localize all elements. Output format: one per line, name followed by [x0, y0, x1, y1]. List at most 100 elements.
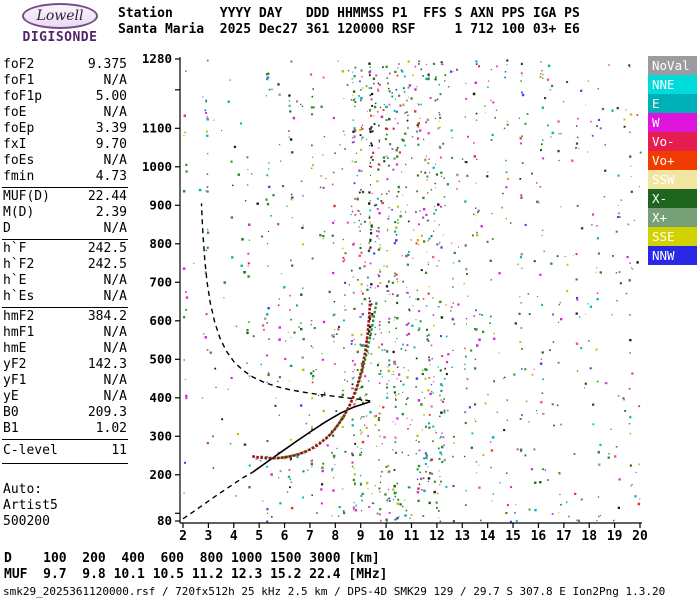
- param-label: hmE: [3, 341, 27, 356]
- x-tick-label: 18: [581, 529, 597, 544]
- param-group: C-level 11: [2, 440, 128, 464]
- param-label: h`F: [3, 241, 27, 256]
- auto-line: 500200: [3, 514, 50, 529]
- legend-item-vo: Vo+: [648, 151, 697, 170]
- parameter-panel: foF2 9.375 foF1 N/A foF1p 5.00 foE N/A foEp 3.39 f…: [2, 56, 128, 530]
- param-label: fmin: [3, 169, 35, 184]
- param-label: M(D): [3, 205, 35, 220]
- x-tick-label: 12: [429, 529, 445, 544]
- param-label: foF1: [3, 73, 35, 88]
- axes: 1280 1100 1000 900 800 700 600 500 400 300 200 80 2 3…: [142, 51, 648, 544]
- param-value: 22.44: [87, 189, 127, 204]
- param-row: foE N/A: [3, 105, 127, 121]
- param-value: 242.5: [87, 241, 127, 256]
- param-label: hmF1: [3, 325, 35, 340]
- param-row: MUF(D) 22.44: [3, 189, 127, 205]
- digisonde-logo: Lowell DIGISONDE: [8, 3, 112, 45]
- param-value: 9.375: [87, 57, 127, 72]
- param-label: h`E: [3, 273, 27, 288]
- auto-line: Auto:: [3, 482, 43, 497]
- param-group: h`F 242.5 h`F2 242.5 h`E N/A h`Es N/A: [2, 240, 128, 308]
- param-value: 3.39: [95, 121, 127, 136]
- auto-line: Artist5: [3, 498, 58, 513]
- x-tick-label: 8: [331, 529, 339, 544]
- legend-item-e: E: [648, 94, 697, 113]
- param-label: foEp: [3, 121, 35, 136]
- y-tick-label: 1280: [142, 51, 172, 66]
- param-row: hmF2 384.2: [3, 309, 127, 325]
- x-tick-label: 5: [255, 529, 263, 544]
- x-tick-label: 6: [281, 529, 289, 544]
- x-tick-label: 7: [306, 529, 314, 544]
- noise-layer: [182, 59, 642, 523]
- auto-section: Auto: Artist5 500200: [2, 482, 128, 530]
- param-value: N/A: [103, 221, 127, 236]
- x-tick-label: 3: [204, 529, 212, 544]
- param-label: MUF(D): [3, 189, 50, 204]
- param-value: 9.70: [95, 137, 127, 152]
- param-label: h`F2: [3, 257, 35, 272]
- param-group: foF2 9.375 foF1 N/A foF1p 5.00 foE N/A foEp 3.39 f…: [2, 56, 128, 188]
- logo-product-text: DIGISONDE: [22, 30, 98, 45]
- y-tick-label: 200: [149, 467, 172, 482]
- topside-profile-dashed: [200, 203, 371, 402]
- param-value: 142.3: [87, 357, 127, 372]
- profile-curves: [182, 203, 371, 520]
- param-label: C-level: [3, 443, 58, 458]
- param-row: hmF1 N/A: [3, 325, 127, 341]
- param-value: N/A: [103, 105, 127, 120]
- param-row: C-level 11: [3, 441, 127, 461]
- x-tick-label: 4: [230, 529, 238, 544]
- param-label: foF1p: [3, 89, 43, 104]
- param-group: MUF(D) 22.44 M(D) 2.39 D N/A: [2, 188, 128, 240]
- legend-item-x: X+: [648, 208, 697, 227]
- station-header: Station YYYY DAY DDD HHMMSS P1 FFS S AXN…: [118, 6, 580, 38]
- param-value: 242.5: [87, 257, 127, 272]
- legend-item-w: W: [648, 113, 697, 132]
- param-label: foE: [3, 105, 27, 120]
- y-tick-label: 900: [149, 197, 172, 212]
- param-row: yF2 142.3: [3, 357, 127, 373]
- x-tick-label: 11: [404, 529, 420, 544]
- y-tick-label: 700: [149, 274, 172, 289]
- param-value: 384.2: [87, 309, 127, 324]
- param-value: N/A: [103, 273, 127, 288]
- muf-table: D 100 200 400 600 800 1000 1500 3000 [km…: [4, 551, 388, 583]
- param-label: fxI: [3, 137, 27, 152]
- param-value: N/A: [103, 73, 127, 88]
- param-value: N/A: [103, 389, 127, 404]
- logo-oval: Lowell: [22, 3, 98, 29]
- header-line1: Station YYYY DAY DDD HHMMSS P1 FFS S AXN…: [118, 6, 580, 21]
- param-value: N/A: [103, 153, 127, 168]
- param-row: foF2 9.375: [3, 57, 127, 73]
- x-tick-label: 14: [480, 529, 496, 544]
- param-value: 209.3: [87, 405, 127, 420]
- legend-item-nnw: NNW: [648, 246, 697, 265]
- param-row: M(D) 2.39: [3, 205, 127, 221]
- legend-item-vo: Vo-: [648, 132, 697, 151]
- param-value: N/A: [103, 373, 127, 388]
- param-value: 11: [111, 443, 127, 458]
- param-row: B0 209.3: [3, 405, 127, 421]
- param-label: hmF2: [3, 309, 35, 324]
- bottomside-profile-line: [251, 400, 371, 474]
- axis-lines: [179, 57, 642, 524]
- x-tick-label: 20: [632, 529, 648, 544]
- y-tick-label: 400: [149, 390, 172, 405]
- param-label: h`Es: [3, 289, 35, 304]
- param-row: foF1p 5.00: [3, 89, 127, 105]
- param-value: N/A: [103, 325, 127, 340]
- x-tick-label: 19: [607, 529, 623, 544]
- y-tick-label: 1100: [142, 120, 172, 135]
- param-group: hmF2 384.2 hmF1 N/A hmE N/A yF2 142.3 yF1 N/A yE N/…: [2, 308, 128, 440]
- param-row: h`E N/A: [3, 273, 127, 289]
- x-tick-label: 15: [505, 529, 521, 544]
- legend-panel: NoVal NNE E W Vo- Vo+ SSW X- X+ SSE NNW: [648, 56, 697, 265]
- param-row: h`Es N/A: [3, 289, 127, 305]
- y-tick-label: 300: [149, 428, 172, 443]
- x-tick-label: 9: [357, 529, 365, 544]
- muf-table-row-muf: MUF 9.7 9.8 10.1 10.5 11.2 12.3 15.2 22.…: [4, 567, 388, 582]
- legend-item-x: X-: [648, 189, 697, 208]
